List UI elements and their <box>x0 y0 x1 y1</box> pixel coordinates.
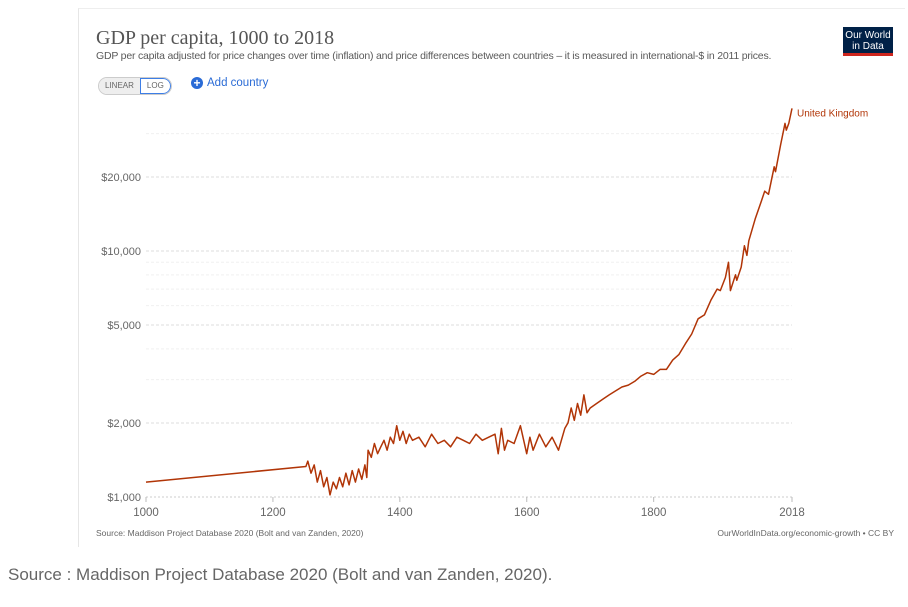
x-tick-label: 1400 <box>387 507 413 519</box>
x-tick-label: 1000 <box>133 507 159 519</box>
x-tick-label: 1600 <box>514 507 540 519</box>
owid-logo[interactable]: Our World in Data <box>843 27 893 56</box>
y-tick-label: $20,000 <box>101 172 141 184</box>
chart-title: GDP per capita, 1000 to 2018 <box>96 27 335 49</box>
logo-text: Our World in Data <box>845 30 891 52</box>
x-tick-label: 1800 <box>641 507 667 519</box>
source-link[interactable]: OurWorldInData.org/economic-growth • CC … <box>717 528 894 538</box>
add-country-label: Add country <box>207 77 269 89</box>
linear-button[interactable]: LINEAR <box>99 78 140 94</box>
y-tick-label: $5,000 <box>107 320 141 332</box>
x-tick-label: 2018 <box>779 507 805 519</box>
y-tick-label: $10,000 <box>101 246 141 258</box>
x-tick-label: 1200 <box>260 507 286 519</box>
figure-caption: Source : Maddison Project Database 2020 … <box>8 565 553 584</box>
plus-circle-icon: + <box>191 77 203 89</box>
source-note: Source: Maddison Project Database 2020 (… <box>96 528 364 538</box>
y-tick-label: $1,000 <box>107 492 141 504</box>
add-country-button[interactable]: + Add country <box>191 77 268 89</box>
chart-card <box>78 8 905 547</box>
series-label: United Kingdom <box>797 108 868 119</box>
log-button[interactable]: LOG <box>139 78 171 94</box>
scale-toggle[interactable]: LINEAR LOG <box>98 77 172 95</box>
chart-subtitle: GDP per capita adjusted for price change… <box>96 50 772 62</box>
y-tick-label: $2,000 <box>107 418 141 430</box>
series-line <box>145 108 793 496</box>
